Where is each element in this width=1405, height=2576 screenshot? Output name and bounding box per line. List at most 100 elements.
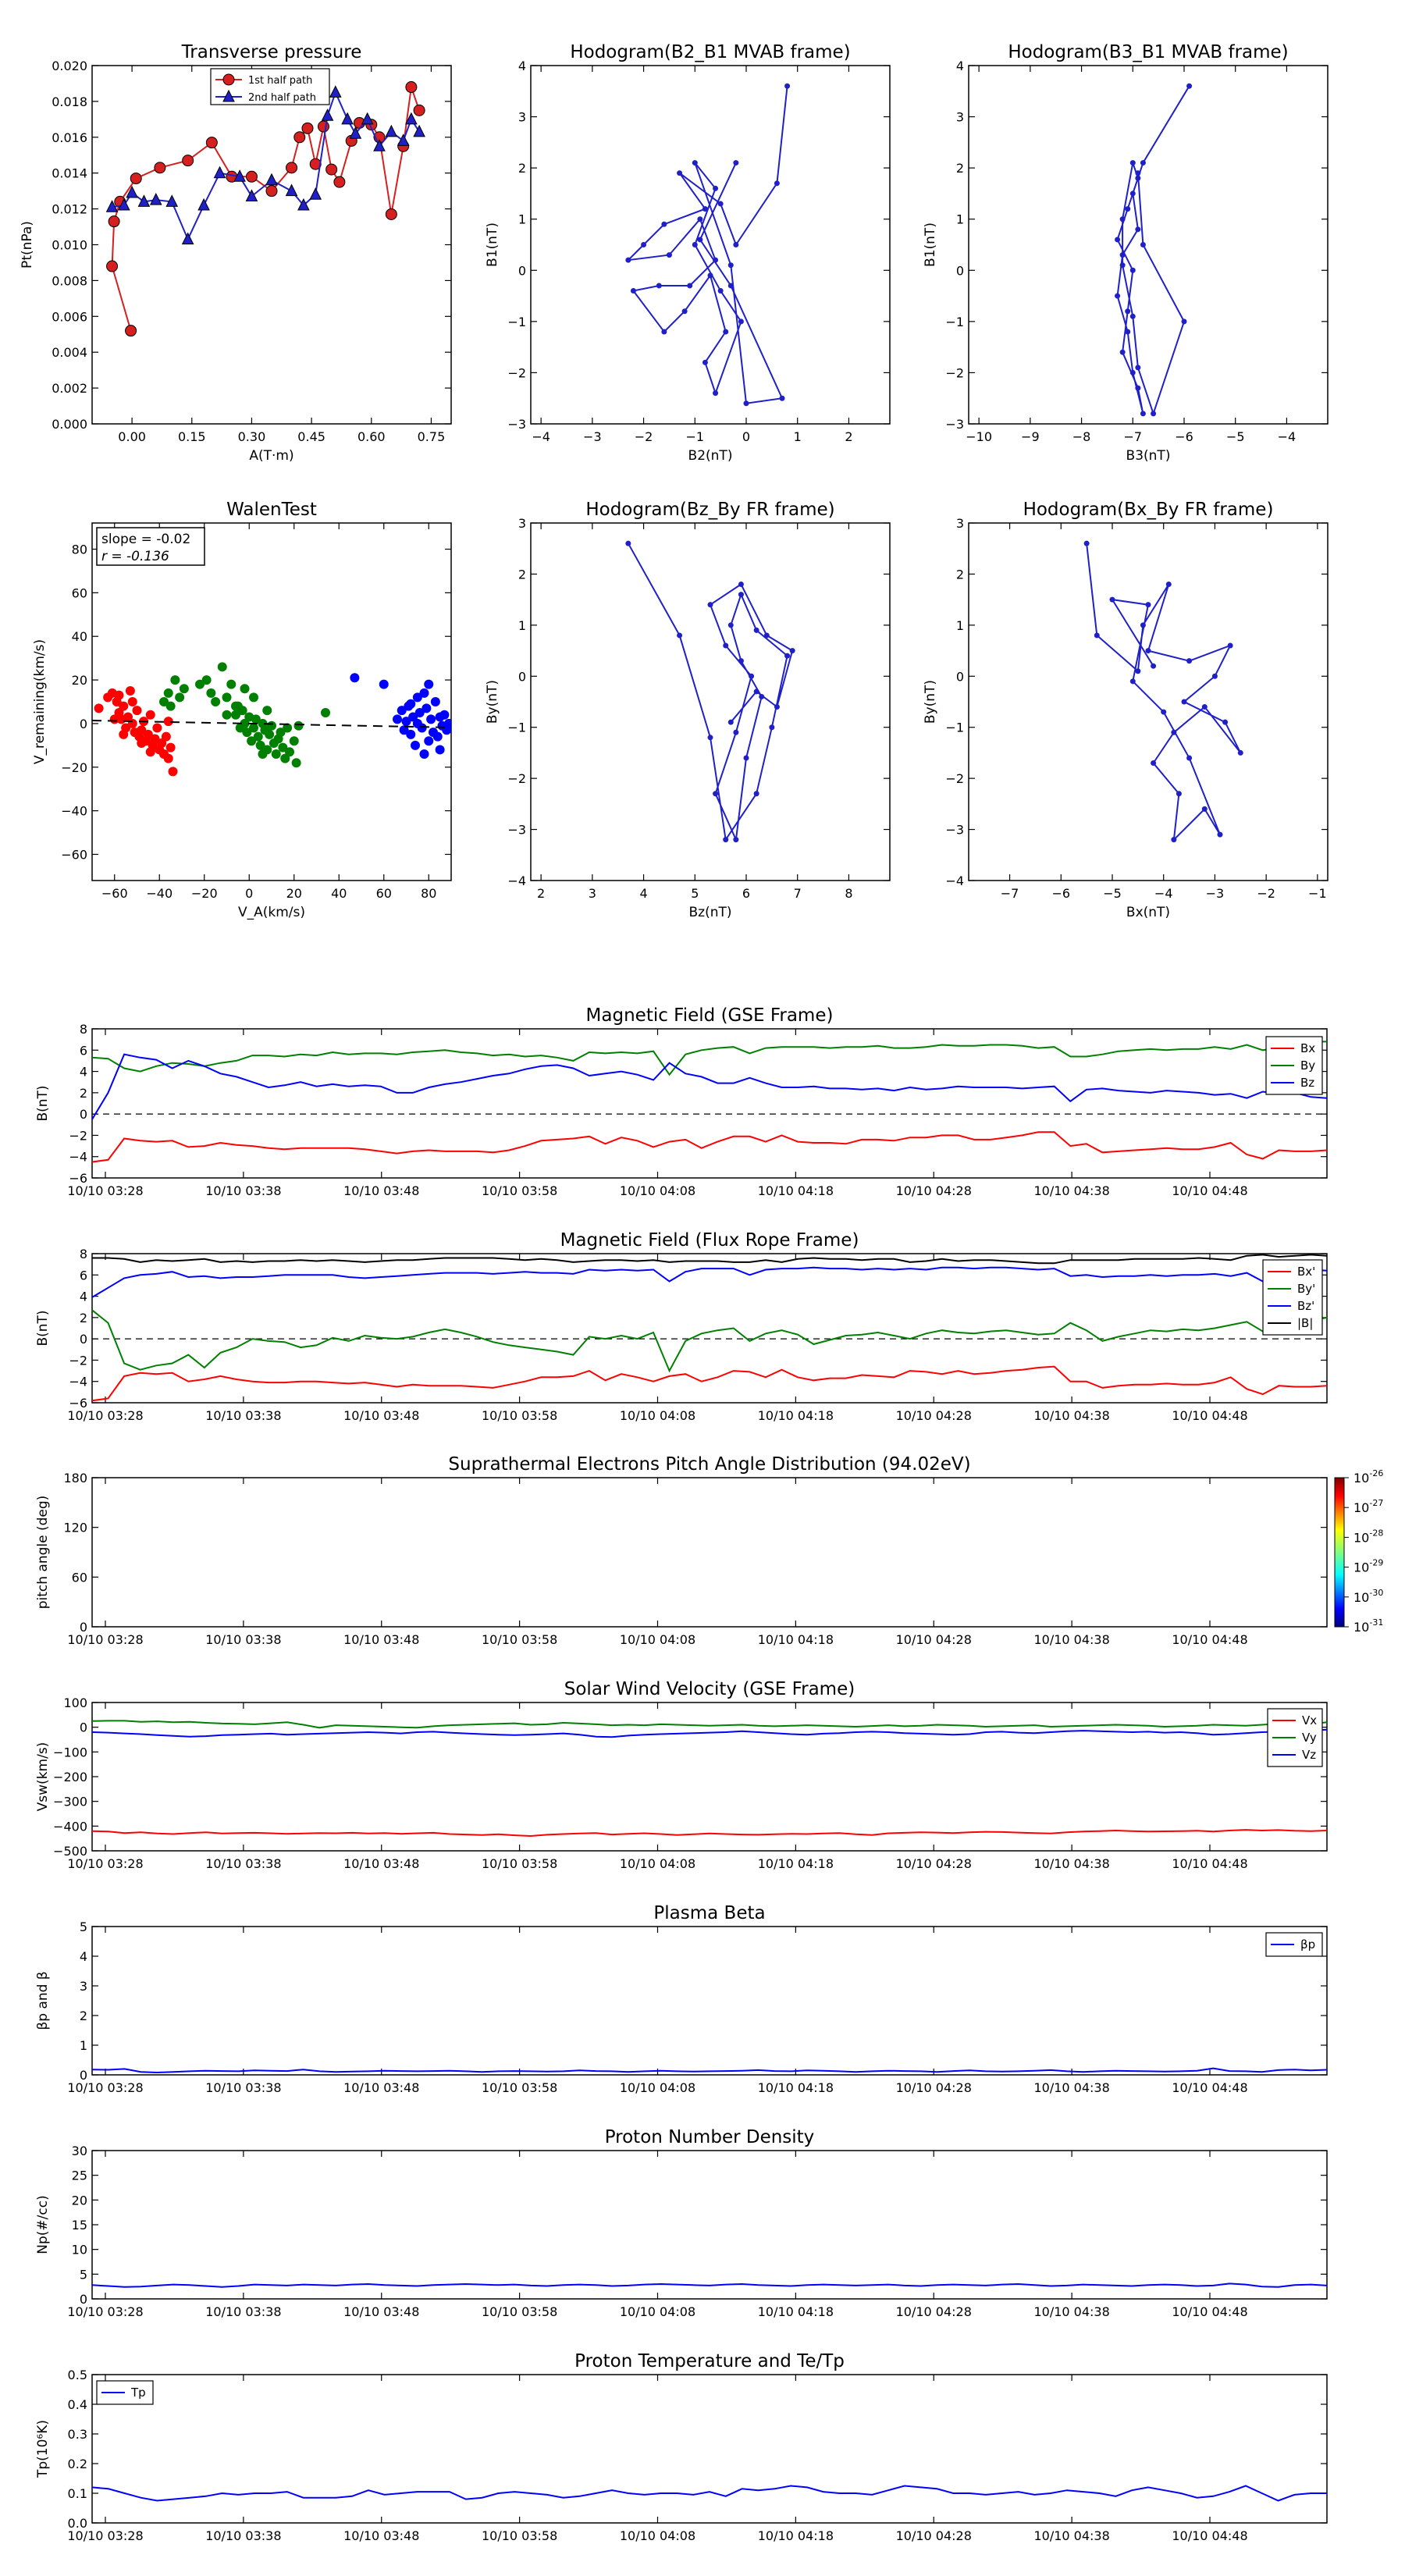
x-tick-label: 4 — [639, 886, 647, 901]
data-point-group-0 — [152, 723, 162, 733]
axes-frame — [91, 2374, 1328, 2524]
panel-title: Proton Number Density — [605, 2127, 815, 2147]
y-tick-label: 0.006 — [52, 309, 87, 324]
y-tick-label: 1 — [518, 618, 526, 633]
data-point — [125, 325, 137, 337]
panel-6: Magnetic Field (GSE Frame) −6 −4 −2 0 2 4 6 8 B(n… — [35, 1005, 1328, 1198]
data-point-group-2 — [439, 710, 450, 720]
colorbar-tick-label: 10-26 — [1353, 1468, 1383, 1485]
data-point — [713, 791, 719, 797]
data-point — [1115, 293, 1121, 299]
data-point-group-1 — [231, 710, 240, 720]
y-tick-label: −3 — [945, 823, 964, 838]
y-tick-label: −60 — [61, 847, 87, 862]
y-tick-label: 0.3 — [68, 2427, 87, 2442]
y-tick-label: 5 — [80, 2267, 87, 2282]
y-tick-label: −200 — [53, 1770, 87, 1784]
data-point-group-0 — [163, 753, 173, 763]
data-point — [286, 162, 298, 174]
colorbar-tick-label: 10-30 — [1353, 1588, 1383, 1605]
data-point — [329, 85, 342, 98]
y-tick-label: −2 — [945, 365, 964, 380]
x-tick-label: −6 — [1051, 886, 1070, 901]
colorbar-bar — [1334, 1477, 1345, 1628]
y-axis-label: βp and β — [35, 1971, 51, 2030]
y-tick-label: −3 — [507, 823, 526, 838]
data-point-group-1 — [253, 731, 263, 742]
data-point-group-0 — [94, 703, 104, 713]
data-point — [301, 122, 314, 134]
y-tick-label: 60 — [72, 1570, 87, 1585]
x-tick-label: −2 — [1257, 886, 1275, 901]
y-tick-label: −6 — [69, 1171, 87, 1186]
data-point-group-0 — [163, 717, 173, 727]
x-tick-label: 10/10 04:48 — [1172, 2304, 1247, 2319]
data-point — [707, 272, 713, 279]
data-point — [738, 658, 744, 664]
data-point — [1119, 216, 1126, 222]
x-tick-label: 10/10 03:28 — [67, 1183, 143, 1198]
data-point-group-0 — [109, 714, 119, 724]
series-line-Np — [91, 2282, 1328, 2288]
x-tick-label: 10/10 04:28 — [896, 2304, 972, 2319]
data-point — [405, 112, 418, 125]
y-tick-label: −500 — [53, 1844, 87, 1859]
x-tick-label: 10/10 03:58 — [482, 1632, 557, 1647]
x-tick-label: 0 — [742, 429, 750, 444]
annotation-slope: slope = -0.02 — [101, 532, 190, 547]
data-point — [625, 257, 631, 263]
legend-label: Bx — [1300, 1041, 1315, 1055]
x-tick-label: −7 — [1123, 429, 1142, 444]
y-tick-label: 1 — [80, 2038, 87, 2053]
x-tick-label: 10/10 04:28 — [896, 1856, 972, 1871]
x-tick-label: 10/10 03:38 — [205, 1856, 281, 1871]
x-tick-label: 10/10 03:58 — [482, 2304, 557, 2319]
axes-frame — [91, 2150, 1328, 2300]
x-tick-label: 10/10 04:28 — [896, 2080, 972, 2095]
data-point — [245, 170, 258, 183]
colorbar-base: 10 — [1353, 1560, 1369, 1575]
time-axis: 10/10 03:28 10/10 03:38 10/10 03:48 10/10 0… — [67, 2151, 1248, 2319]
annotation-box — [96, 527, 205, 566]
x-tick-label: 80 — [421, 886, 436, 901]
x-tick-label: −20 — [191, 886, 218, 901]
data-point-group-2 — [435, 745, 445, 755]
panel-title: Suprathermal Electrons Pitch Angle Distr… — [448, 1454, 970, 1475]
data-point-group-1 — [255, 740, 265, 750]
x-tick-label: 1 — [794, 429, 802, 444]
data-point-group-0 — [127, 697, 137, 706]
x-axis-label: Bx(nT) — [1126, 905, 1170, 920]
y-tick-label: 4 — [518, 59, 526, 73]
series-line-By' — [91, 1309, 1328, 1373]
data-point — [1140, 411, 1146, 417]
data-point — [1129, 190, 1136, 197]
y-tick-label: 2 — [80, 1086, 87, 1101]
data-point-group-1 — [258, 749, 268, 760]
x-tick-label: 10/10 04:08 — [620, 2528, 695, 2543]
data-point — [182, 155, 194, 167]
data-point-group-1 — [291, 758, 301, 768]
data-point — [625, 540, 631, 546]
time-axis: 10/10 03:28 10/10 03:38 10/10 03:48 10/10 0… — [67, 1703, 1248, 1871]
panel-4: Hodogram(Bz_By FR frame) −4 −3 −2 −1 0 1 2 3 2 3 4 5… — [485, 500, 891, 920]
x-tick-label: 10/10 03:28 — [67, 2080, 143, 2095]
data-point — [681, 308, 688, 315]
x-tick-label: 10/10 03:28 — [67, 1856, 143, 1871]
data-point — [769, 724, 775, 731]
y-tick-label: 0 — [956, 669, 964, 684]
y-tick-label: −6 — [69, 1396, 87, 1411]
y-axis-label: Np(#/cc) — [35, 2195, 51, 2254]
data-point — [759, 693, 765, 699]
data-point — [697, 216, 703, 222]
data-point — [1201, 704, 1208, 710]
data-point-group-1 — [289, 736, 299, 746]
data-point — [405, 81, 418, 94]
y-axis-label: Tp(10⁶K) — [35, 2420, 51, 2478]
walen-points — [92, 662, 451, 777]
data-point-group-1 — [170, 675, 180, 685]
data-point — [1135, 385, 1141, 391]
series-line-Bz' — [91, 1266, 1328, 1298]
x-tick-label: 10/10 04:18 — [758, 2528, 834, 2543]
data-point — [1145, 602, 1151, 608]
y-tick-label: 2 — [956, 161, 964, 176]
